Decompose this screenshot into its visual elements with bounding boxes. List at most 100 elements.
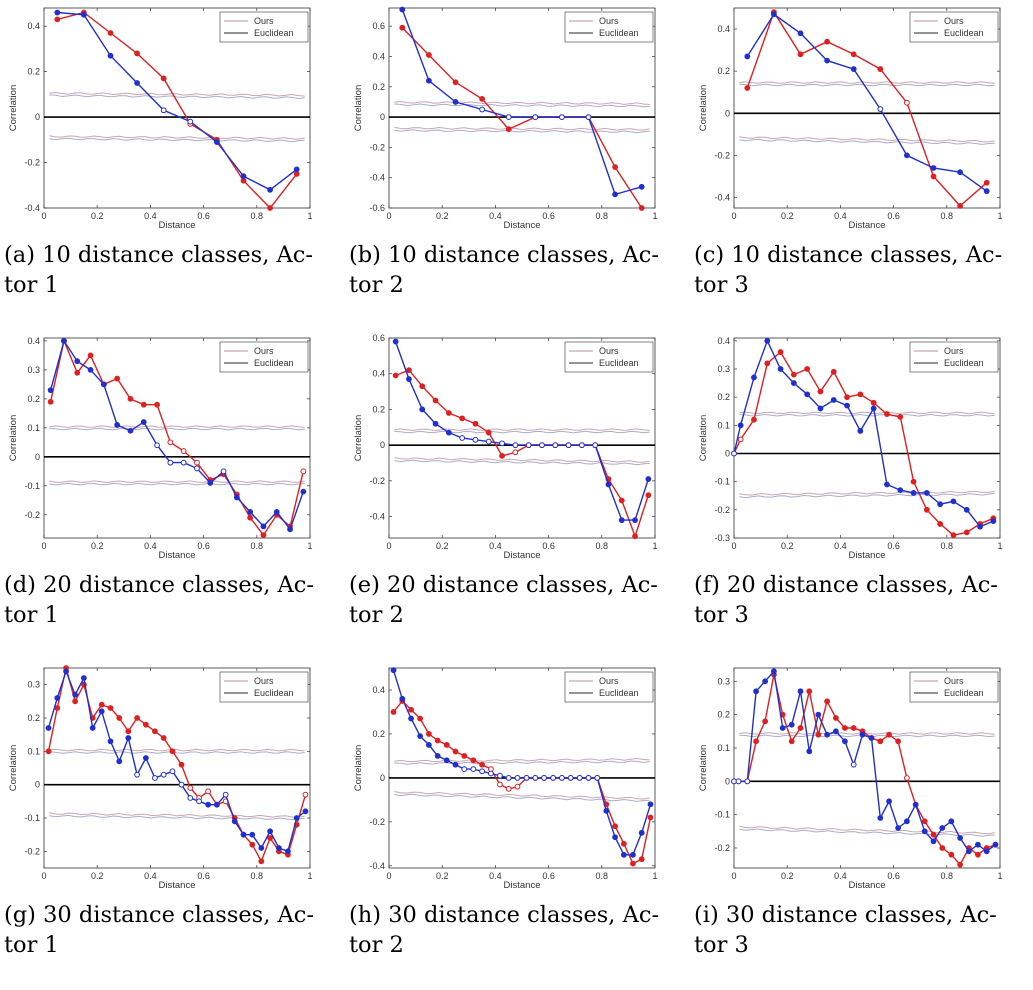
euclidean-series-line (57, 11, 298, 191)
significance-band-line (394, 791, 650, 800)
ours-data-point (788, 738, 795, 745)
y-tick-label: -0.2 (714, 150, 730, 160)
ours-data-point (842, 725, 848, 731)
significance-band-line (49, 137, 305, 143)
ours-data-point (98, 701, 105, 708)
ours-data-point (258, 858, 265, 865)
significance-band-line (49, 425, 305, 429)
x-tick-label: 1 (997, 211, 1002, 221)
significance-band-line (394, 430, 650, 434)
euclidean-data-point (550, 774, 557, 781)
euclidean-data-point (764, 337, 771, 344)
euclidean-data-point (585, 774, 592, 781)
euclidean-data-point (275, 845, 282, 851)
ours-data-point (160, 75, 167, 82)
y-tick-label: 0 (380, 773, 385, 783)
x-tick-label: 0.8 (941, 541, 954, 551)
euclidean-data-point (788, 721, 795, 728)
euclidean-data-point (830, 397, 837, 403)
ours-data-point (850, 725, 857, 731)
chart-panel-b: 0 0.2 0.4 0.6 0.8 1 -0.6 -0.4 -0.2 0 0.2 0.4 0.6 Dist… (345, 0, 675, 330)
euclidean-data-point (539, 442, 545, 449)
euclidean-data-point (605, 481, 612, 488)
significance-band-line (394, 793, 650, 802)
y-tick-label: 0.4 (27, 21, 40, 31)
euclidean-data-point (89, 725, 96, 731)
euclidean-data-point (771, 11, 777, 18)
euclidean-data-point (870, 405, 877, 412)
ours-data-point (832, 715, 839, 721)
euclidean-data-point (532, 774, 539, 781)
euclidean-data-point (267, 186, 274, 193)
euclidean-data-point (116, 758, 123, 765)
y-tick-label: -0.2 (714, 505, 730, 515)
euclidean-data-point (737, 422, 744, 429)
caption-a: (a) 10 distance classes, Ac- tor 1 (4, 242, 313, 298)
ours-data-point (399, 24, 406, 31)
ours-data-point (472, 420, 479, 427)
chart-panel-c: 0 0.2 0.4 0.6 0.8 1 -0.4 -0.2 0 0.2 0.4 Distance Cor… (690, 0, 1020, 330)
x-tick-label: 0.4 (834, 871, 847, 881)
euclidean-data-point (859, 731, 866, 738)
ours-data-point (777, 349, 784, 355)
ours-data-point (434, 737, 441, 744)
euclidean-data-point (233, 494, 240, 501)
ours-data-point (744, 85, 751, 91)
euclidean-data-point (877, 815, 884, 821)
ours-data-point (957, 202, 964, 209)
x-tick-label: 0.4 (489, 871, 502, 881)
legend-box (909, 341, 999, 373)
ours-data-point (499, 452, 505, 459)
ours-data-point (194, 459, 200, 466)
euclidean-data-point (207, 480, 214, 486)
euclidean-data-point (273, 509, 280, 515)
euclidean-data-point (459, 435, 466, 441)
euclidean-data-point (187, 118, 194, 125)
ours-data-point (134, 715, 141, 721)
y-tick-label: 0.1 (717, 743, 730, 753)
chart-f: 0 0.2 0.4 0.6 0.8 1-0.3-0.2-0.100.10.20.30.4D… (698, 336, 1003, 561)
euclidean-data-point (777, 366, 784, 372)
euclidean-data-point (154, 442, 160, 449)
ours-data-point (753, 738, 759, 745)
euclidean-data-point (240, 173, 247, 180)
chart-panel-a: 0 0.2 0.4 0.6 0.8 1 -0.4 -0.2 0 0.2 0.4 Distance Cor… (0, 0, 330, 330)
y-tick-label: -0.4 (369, 173, 385, 183)
ours-data-point (505, 126, 512, 133)
significance-band-line (49, 135, 305, 140)
y-tick-label: 0 (725, 776, 730, 786)
ours-data-point (618, 497, 625, 504)
significance-band-line (394, 428, 650, 432)
ours-data-point (797, 725, 804, 731)
y-tick-label: 0.6 (372, 21, 385, 31)
euclidean-data-point (618, 517, 625, 524)
x-tick-label: 0.8 (596, 871, 609, 881)
euclidean-data-point (160, 771, 167, 778)
euclidean-data-point (419, 406, 426, 413)
euclidean-data-point (857, 428, 864, 434)
y-tick-label: 0.4 (717, 24, 730, 34)
ours-data-point (142, 721, 149, 728)
y-tick-label: -0.4 (369, 512, 385, 522)
euclidean-data-point (487, 770, 494, 777)
ours-data-point (751, 416, 757, 423)
ours-data-point (459, 415, 466, 422)
significance-band-line (739, 732, 995, 735)
euclidean-data-point (886, 798, 892, 805)
ours-data-point (300, 468, 307, 475)
x-axis-label: Distance (159, 550, 196, 561)
euclidean-data-point (850, 761, 857, 768)
euclidean-data-point (921, 828, 928, 835)
euclidean-data-point (612, 834, 619, 841)
y-tick-label: 0.1 (27, 746, 40, 756)
x-tick-label: 0.6 (197, 541, 210, 551)
ours-data-point (497, 781, 503, 788)
y-tick-label: 0.2 (372, 82, 385, 92)
ours-data-point (910, 478, 917, 485)
y-tick-label: 0.2 (27, 67, 40, 77)
x-tick-label: 0.8 (251, 211, 264, 221)
euclidean-data-point (72, 691, 79, 698)
y-tick-label: -0.2 (369, 476, 385, 486)
x-tick-label: 0.6 (542, 541, 555, 551)
euclidean-data-point (160, 107, 167, 114)
